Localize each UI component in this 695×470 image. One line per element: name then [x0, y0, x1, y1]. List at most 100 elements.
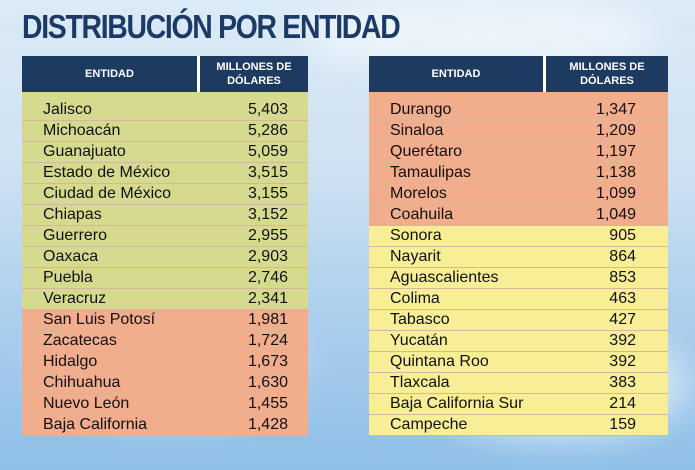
table-row: Tamaulipas 1,138: [369, 163, 668, 184]
value-cell: 5,059: [200, 142, 308, 163]
state-name-cell: Campeche: [369, 415, 546, 436]
value-cell: 5,403: [200, 92, 308, 121]
table-row: Durango 1,347: [369, 92, 668, 121]
table-row: Veracruz 2,341: [22, 289, 308, 310]
state-name-cell: Hidalgo: [22, 352, 200, 373]
state-name-cell: Puebla: [22, 268, 200, 289]
table-row: Sinaloa 1,209: [369, 121, 668, 142]
column-header-state: ENTIDAD: [22, 56, 200, 92]
state-name-cell: Quintana Roo: [369, 352, 546, 373]
value-cell: 3,515: [200, 163, 308, 184]
column-header-value-line2: DÓLARES: [227, 75, 281, 87]
value-cell: 463: [546, 289, 668, 310]
value-cell: 3,155: [200, 184, 308, 205]
value-cell: 2,903: [200, 247, 308, 268]
value-cell: 2,341: [200, 289, 308, 310]
value-cell: 5,286: [200, 121, 308, 142]
table-row: Baja California 1,428: [22, 415, 308, 436]
state-name-cell: Guerrero: [22, 226, 200, 247]
value-cell: 2,746: [200, 268, 308, 289]
table-row: Guerrero 2,955: [22, 226, 308, 247]
state-name-cell: Nuevo León: [22, 394, 200, 415]
value-cell: 383: [546, 373, 668, 394]
state-name-cell: Querétaro: [369, 142, 546, 163]
value-cell: 1,138: [546, 163, 668, 184]
state-name-cell: Sonora: [369, 226, 546, 247]
state-name-cell: Tabasco: [369, 310, 546, 331]
state-name-cell: Tlaxcala: [369, 373, 546, 394]
value-cell: 864: [546, 247, 668, 268]
table-row: Colima 463: [369, 289, 668, 310]
state-name-cell: Yucatán: [369, 331, 546, 352]
state-name-cell: Durango: [369, 92, 546, 121]
value-cell: 427: [546, 310, 668, 331]
value-cell: 1,724: [200, 331, 308, 352]
table-row: Querétaro 1,197: [369, 142, 668, 163]
value-cell: 1,981: [200, 310, 308, 331]
column-header-state: ENTIDAD: [369, 56, 546, 92]
distribution-table-right: ENTIDAD MILLONES DE DÓLARES Durango 1,347…: [369, 56, 668, 436]
state-name-cell: Morelos: [369, 184, 546, 205]
value-cell: 905: [546, 226, 668, 247]
table-row: Nuevo León 1,455: [22, 394, 308, 415]
table-row: Coahuila 1,049: [369, 205, 668, 226]
state-name-cell: Sinaloa: [369, 121, 546, 142]
column-header-value-line1: MILLONES DE: [216, 61, 292, 73]
table-row: Zacatecas 1,724: [22, 331, 308, 352]
column-header-value-line2: DÓLARES: [580, 75, 634, 87]
value-cell: 1,209: [546, 121, 668, 142]
table-row: Oaxaca 2,903: [22, 247, 308, 268]
value-cell: 1,099: [546, 184, 668, 205]
value-cell: 1,347: [546, 92, 668, 121]
state-name-cell: Ciudad de México: [22, 184, 200, 205]
value-cell: 2,955: [200, 226, 308, 247]
state-name-cell: Jalisco: [22, 92, 200, 121]
table-row: Morelos 1,099: [369, 184, 668, 205]
value-cell: 1,428: [200, 415, 308, 436]
table-row: Guanajuato 5,059: [22, 142, 308, 163]
table-row: Nayarit 864: [369, 247, 668, 268]
table-header-row: ENTIDAD MILLONES DE DÓLARES: [22, 56, 308, 92]
value-cell: 1,197: [546, 142, 668, 163]
table-row: San Luis Potosí 1,981: [22, 310, 308, 331]
state-name-cell: Veracruz: [22, 289, 200, 310]
state-name-cell: Aguascalientes: [369, 268, 546, 289]
value-cell: 392: [546, 331, 668, 352]
value-cell: 159: [546, 415, 668, 436]
state-name-cell: Coahuila: [369, 205, 546, 226]
table-row: Puebla 2,746: [22, 268, 308, 289]
state-name-cell: Oaxaca: [22, 247, 200, 268]
table-row: Yucatán 392: [369, 331, 668, 352]
column-header-value-line1: MILLONES DE: [569, 61, 645, 73]
table-body-right: Durango 1,347 Sinaloa 1,209 Querétaro 1,197 Ta…: [369, 92, 668, 436]
value-cell: 3,152: [200, 205, 308, 226]
table-row: Jalisco 5,403: [22, 92, 308, 121]
value-cell: 214: [546, 394, 668, 415]
state-name-cell: Nayarit: [369, 247, 546, 268]
table-row: Baja California Sur 214: [369, 394, 668, 415]
table-row: Aguascalientes 853: [369, 268, 668, 289]
state-name-cell: Estado de México: [22, 163, 200, 184]
state-name-cell: Zacatecas: [22, 331, 200, 352]
value-cell: 1,630: [200, 373, 308, 394]
value-cell: 853: [546, 268, 668, 289]
column-header-value: MILLONES DE DÓLARES: [200, 56, 308, 92]
state-name-cell: Baja California: [22, 415, 200, 436]
table-row: Michoacán 5,286: [22, 121, 308, 142]
table-row: Estado de México 3,515: [22, 163, 308, 184]
value-cell: 1,049: [546, 205, 668, 226]
table-row: Ciudad de México 3,155: [22, 184, 308, 205]
state-name-cell: Guanajuato: [22, 142, 200, 163]
state-name-cell: Michoacán: [22, 121, 200, 142]
table-row: Sonora 905: [369, 226, 668, 247]
column-header-value: MILLONES DE DÓLARES: [546, 56, 668, 92]
value-cell: 1,673: [200, 352, 308, 373]
state-name-cell: Colima: [369, 289, 546, 310]
table-row: Hidalgo 1,673: [22, 352, 308, 373]
page-title: DISTRIBUCIÓN POR ENTIDAD: [22, 8, 401, 45]
distribution-table-left: ENTIDAD MILLONES DE DÓLARES Jalisco 5,403…: [22, 56, 308, 436]
table-row: Tlaxcala 383: [369, 373, 668, 394]
table-row: Chiapas 3,152: [22, 205, 308, 226]
state-name-cell: San Luis Potosí: [22, 310, 200, 331]
state-name-cell: Tamaulipas: [369, 163, 546, 184]
